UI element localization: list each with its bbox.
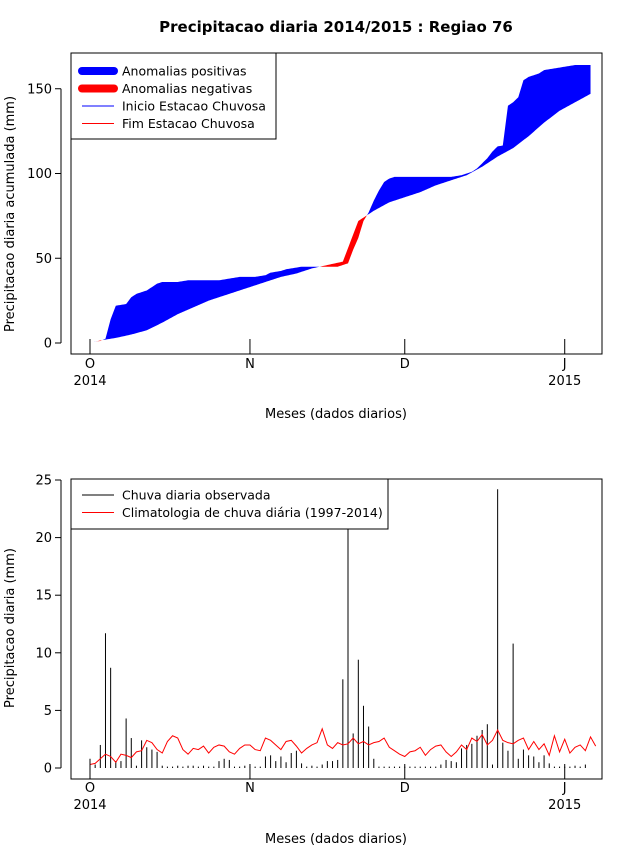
legend-label: Inicio Estacao Chuvosa — [122, 99, 266, 114]
x-tick-label: D — [400, 781, 410, 796]
positive-anomaly-area — [367, 65, 591, 216]
y-axis: 0 50 100 150 — [27, 82, 62, 352]
positive-anomaly-area — [90, 341, 97, 343]
x-tick-label: J — [562, 357, 567, 372]
legend-label: Fim Estacao Chuvosa — [122, 116, 255, 131]
x-tick-sublabel: 2015 — [548, 374, 581, 389]
y-tick-label: 0 — [44, 337, 52, 352]
x-tick-sublabel: 2014 — [73, 374, 106, 389]
x-tick-label: J — [562, 781, 567, 796]
y-axis: 0 5 10 15 20 25 — [35, 474, 62, 777]
y-tick-label: 150 — [27, 82, 52, 97]
x-tick-label: O — [85, 781, 95, 796]
y-tick-label: 50 — [35, 252, 52, 267]
daily-bars — [89, 489, 586, 768]
anomaly-fills — [90, 65, 591, 343]
x-tick-label: D — [400, 357, 410, 372]
y-tick-label: 20 — [35, 531, 52, 546]
y-tick-label: 15 — [35, 589, 52, 604]
negative-anomaly-area — [96, 339, 103, 342]
legend-label: Anomalias positivas — [122, 64, 247, 79]
legend: Chuva diaria observada Climatologia de ch… — [70, 478, 389, 530]
y-axis-label: Precipitacao diaria (mm) — [3, 548, 18, 708]
y-tick-label: 0 — [44, 762, 52, 777]
y-tick-label: 5 — [44, 704, 52, 719]
y-tick-label: 25 — [35, 474, 52, 489]
x-tick-label: N — [245, 357, 255, 372]
legend-label: Chuva diaria observada — [122, 488, 271, 503]
x-tick-sublabel: 2015 — [548, 798, 581, 813]
x-axis: O 2014 N D J 2015 — [73, 339, 581, 389]
daily-panel: 0 5 10 15 20 25 O 2014 N D J 2015 Meses (dados dia… — [3, 474, 603, 847]
y-tick-label: 100 — [27, 167, 52, 182]
x-axis-label: Meses (dados diarios) — [265, 832, 407, 847]
negative-anomaly-area — [320, 214, 368, 267]
chart-title: Precipitacao diaria 2014/2015 : Regiao 7… — [159, 18, 513, 36]
x-tick-sublabel: 2014 — [73, 798, 106, 813]
legend: Anomalias positivas Anomalias negativas In… — [70, 52, 277, 140]
legend-label: Climatologia de chuva diária (1997-2014) — [122, 505, 383, 520]
x-tick-label: N — [245, 781, 255, 796]
legend-box — [70, 478, 389, 530]
climatology-line — [89, 727, 597, 766]
legend-label: Anomalias negativas — [122, 81, 252, 96]
climatology-series-line — [89, 727, 597, 766]
x-axis-label: Meses (dados diarios) — [265, 407, 407, 422]
y-tick-label: 10 — [35, 646, 52, 661]
x-axis: O 2014 N D J 2015 — [73, 764, 581, 813]
x-tick-label: O — [85, 357, 95, 372]
y-axis-label: Precipitacao diaria acumulada (mm) — [3, 96, 18, 332]
positive-anomaly-area — [102, 266, 321, 341]
cumulative-panel: 0 50 100 150 O 2014 N D J 2015 Meses (dados diar… — [3, 52, 603, 422]
